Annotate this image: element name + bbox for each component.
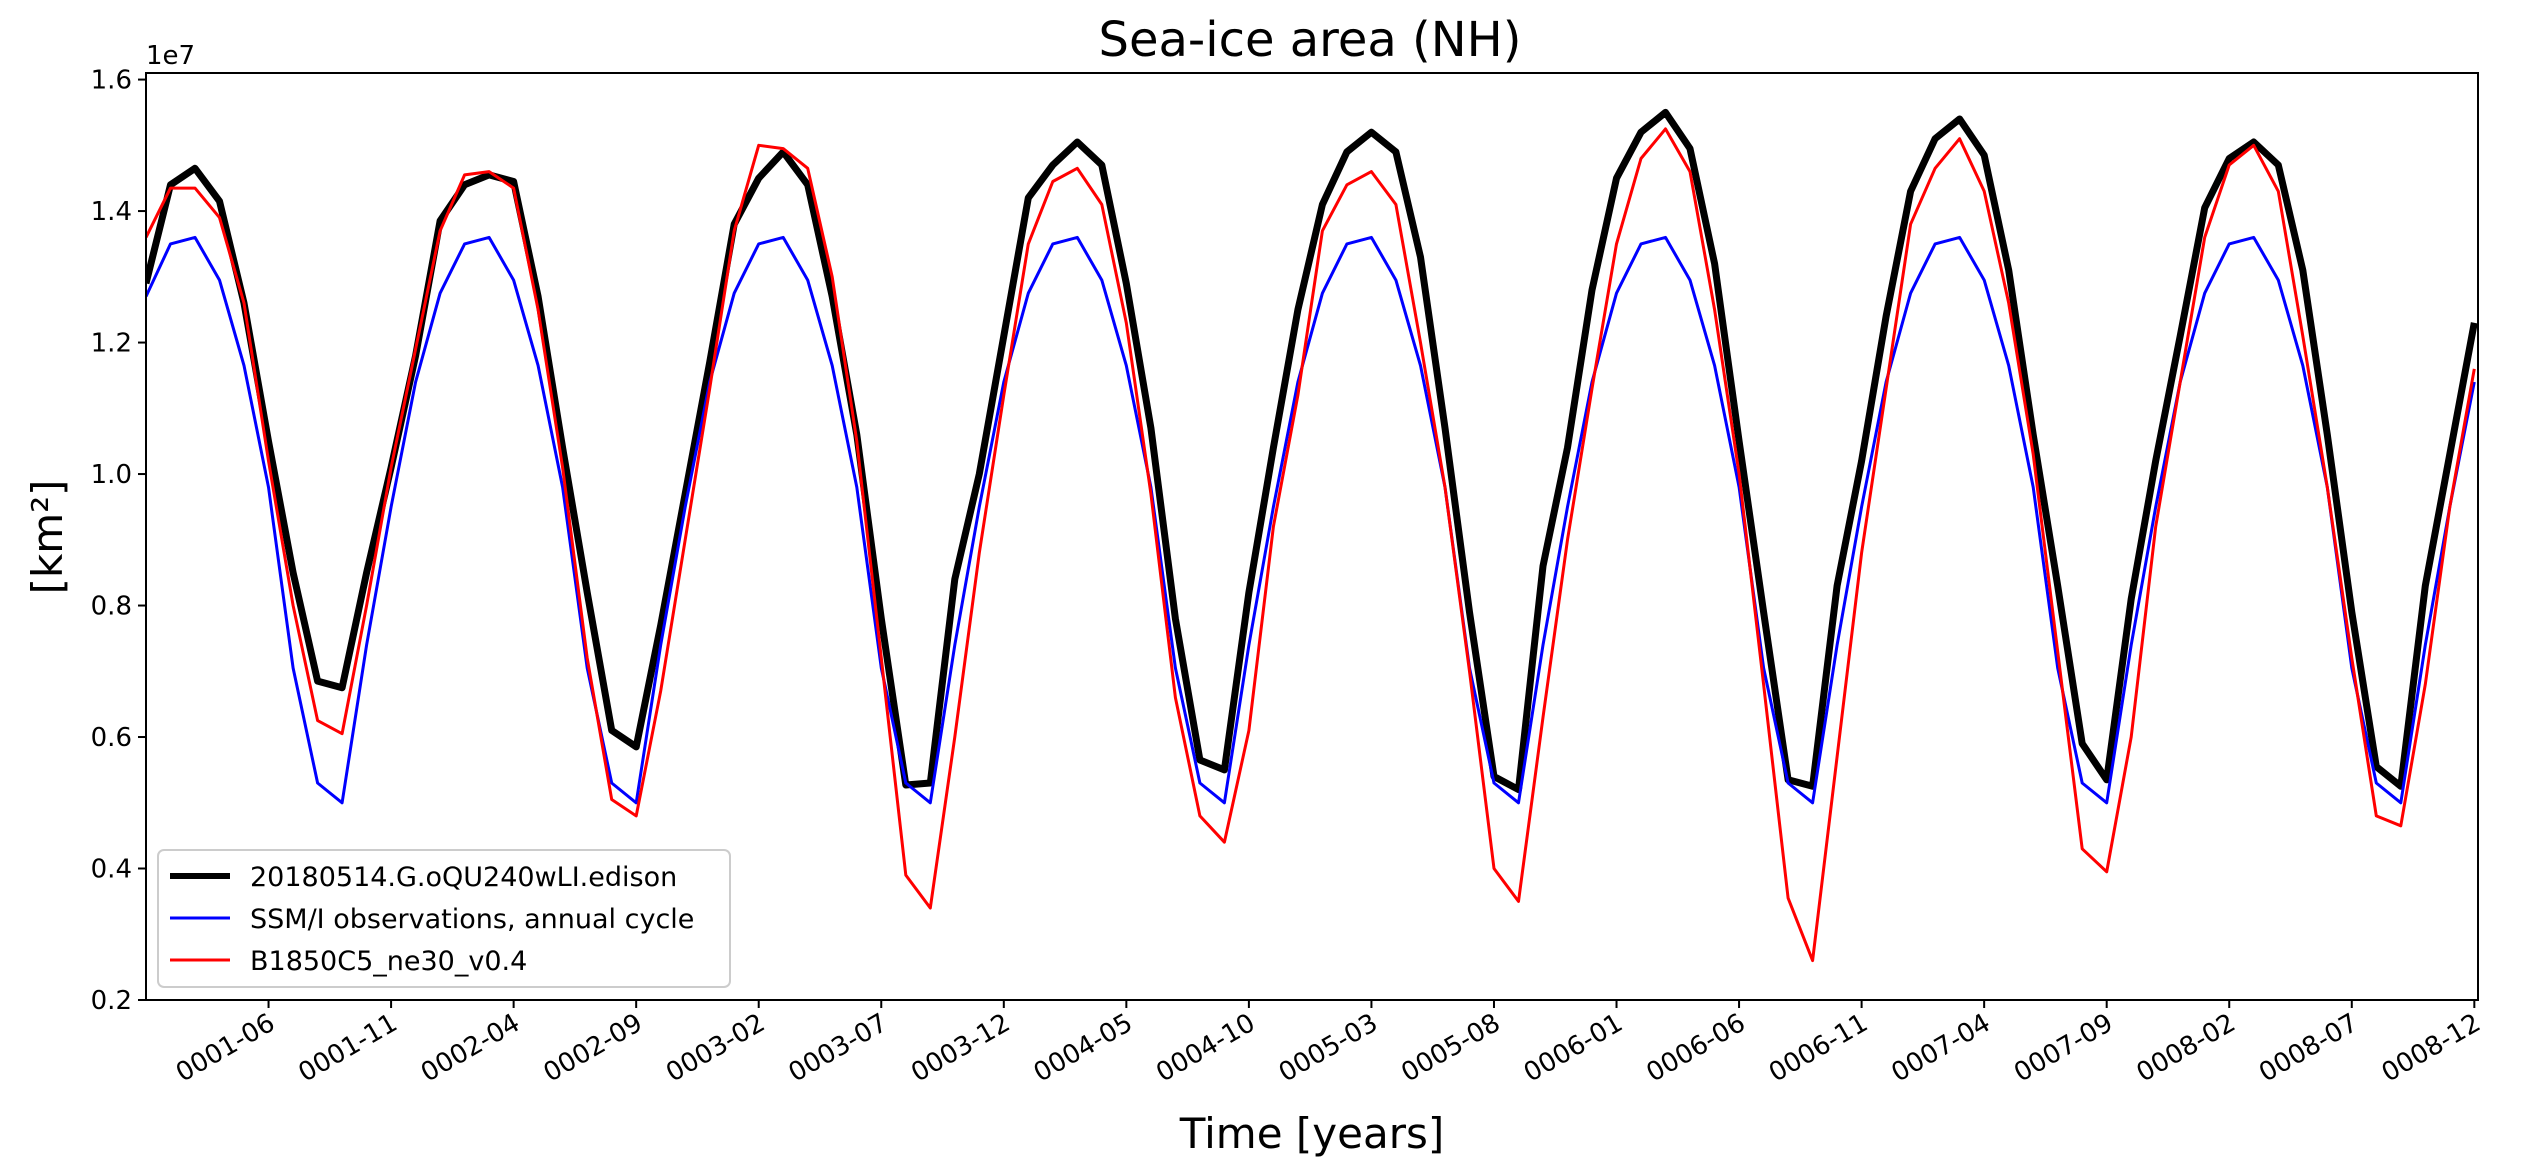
legend-frame: [157, 849, 731, 988]
y-tick-label: 1.0: [91, 460, 132, 490]
legend-label-b1850: B1850C5_ne30_v0.4: [250, 946, 527, 977]
legend-label-observations: SSM/I observations, annual cycle: [250, 904, 694, 935]
y-tick-label: 1.2: [91, 329, 132, 359]
y-tick-label: 0.6: [91, 723, 132, 753]
y-axis-ticks: 0.2 0.4 0.6 0.8 1.0 1.2 1.4 1.6: [91, 66, 146, 1016]
series-line-1: [146, 235, 2476, 805]
y-tick-label: 1.6: [91, 66, 132, 96]
series-line-2: [146, 127, 2476, 963]
legend: 20180514.G.oQU240wLI.edison SSM/I observ…: [157, 849, 731, 988]
y-offset-label: 1e7: [146, 41, 195, 71]
series-line-0: [146, 108, 2478, 794]
y-tick-label: 1.4: [91, 197, 132, 227]
plot-frame: [145, 72, 2479, 1001]
x-axis-label: Time [years]: [1179, 1109, 1445, 1158]
series-group: [146, 108, 2478, 963]
legend-label-model: 20180514.G.oQU240wLI.edison: [250, 862, 677, 893]
y-axis-label: [km²]: [23, 480, 72, 595]
y-tick-label: 0.4: [91, 855, 132, 885]
y-tick-label: 0.2: [91, 986, 132, 1016]
plot-lines: [146, 108, 2478, 963]
chart-title: Sea-ice area (NH): [1099, 12, 1522, 68]
y-tick-label: 0.8: [91, 592, 132, 622]
